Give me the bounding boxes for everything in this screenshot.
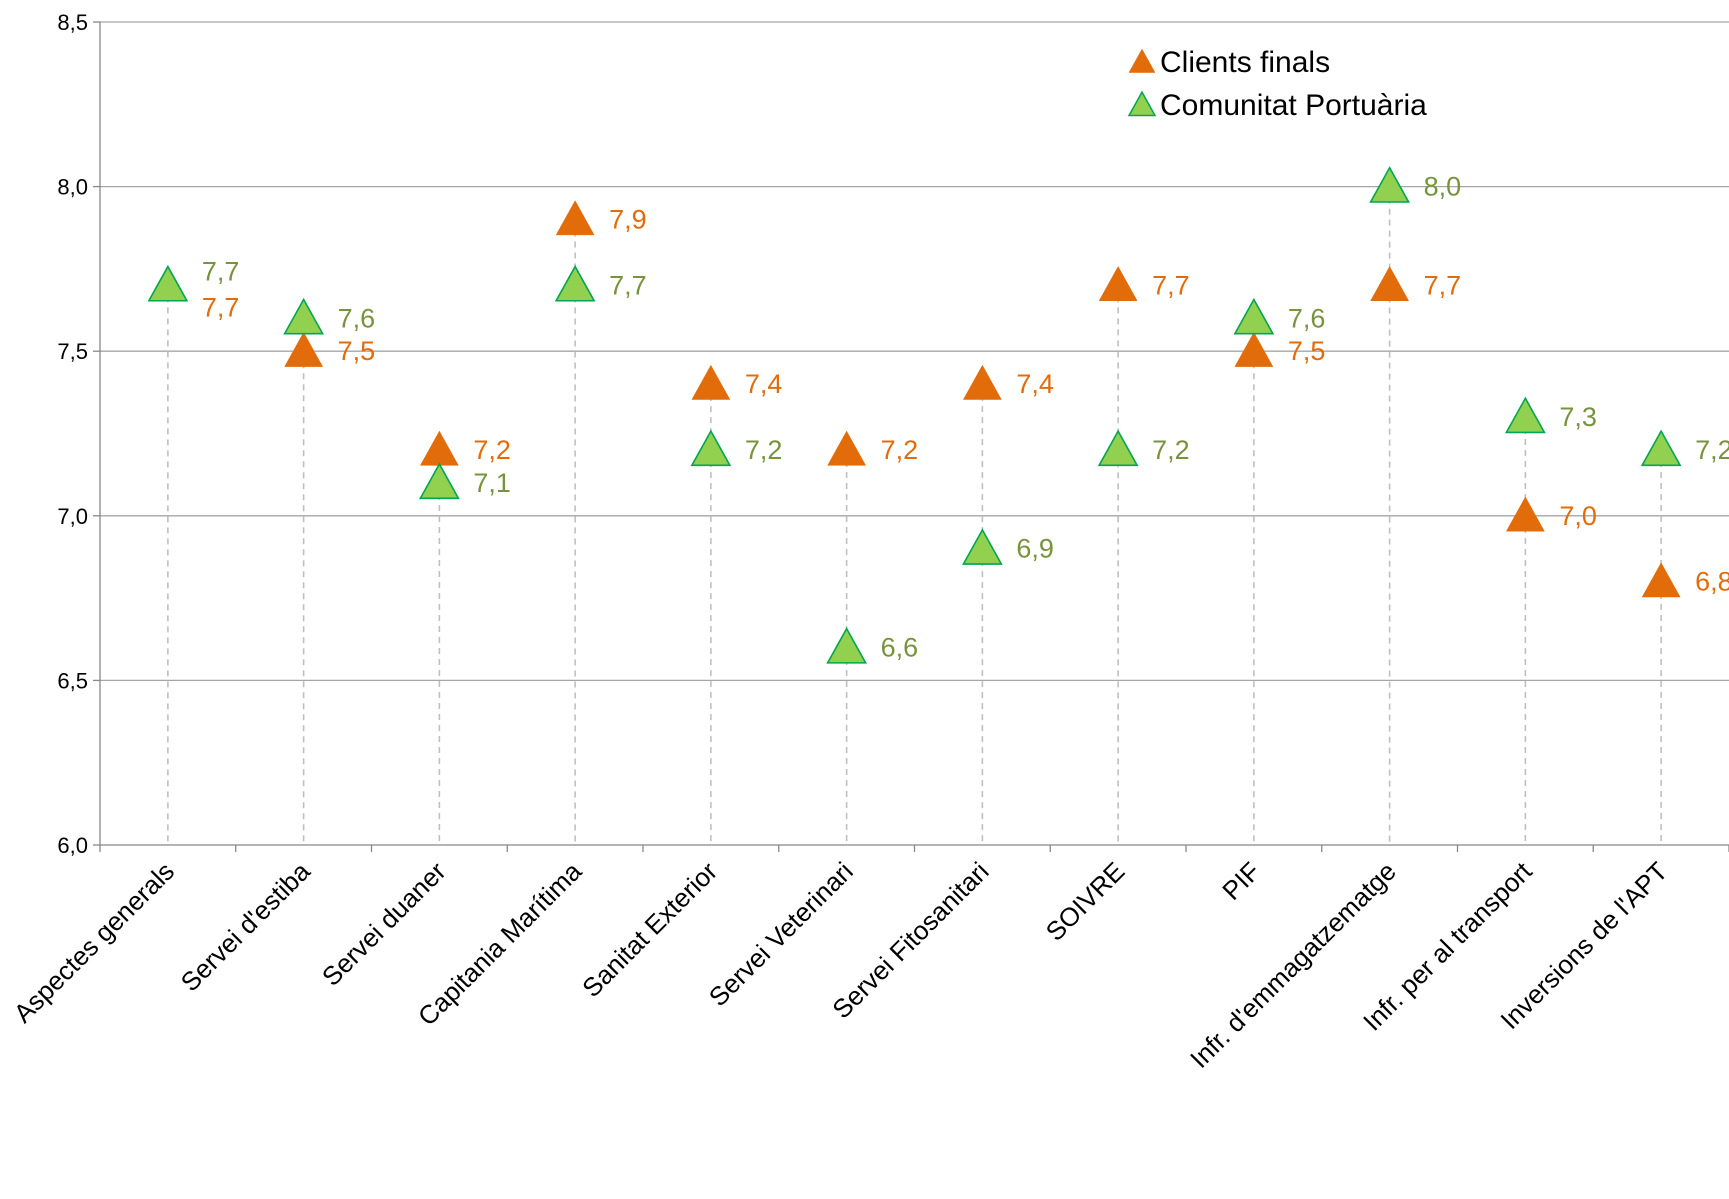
x-category-label: Infr. d'emmagatzematge (1184, 856, 1402, 1074)
marker-clients-finals (1098, 266, 1138, 301)
marker-comunitat-portuaria (1369, 166, 1410, 203)
data-label-comunitat-portuaria: 7,1 (473, 468, 511, 498)
data-label-comunitat-portuaria: 7,6 (338, 303, 376, 333)
data-label-clients-finals: 7,0 (1559, 501, 1597, 531)
y-tick-label: 7,0 (57, 504, 88, 529)
gridlines (93, 21, 1729, 846)
marker-clients-finals (1234, 331, 1274, 367)
marker-clients-finals (555, 200, 595, 236)
x-category-label: PIF (1216, 856, 1266, 906)
x-category-label: Servei d'estiba (175, 856, 317, 998)
marker-clients-finals (962, 364, 1002, 400)
legend-entry-clients-finals: Clients finals (1128, 46, 1330, 79)
x-category-label: Servei duaner (316, 856, 452, 992)
data-label-clients-finals: 7,2 (881, 435, 919, 465)
data-label-clients-finals: 7,7 (1424, 270, 1462, 300)
data-label-clients-finals: 7,4 (1016, 369, 1054, 399)
axes (99, 22, 1729, 852)
marker-comunitat-portuaria (1505, 396, 1546, 434)
marker-comunitat-portuaria (1233, 297, 1275, 335)
data-label-clients-finals: 7,7 (202, 292, 240, 322)
data-label-comunitat-portuaria: 7,7 (202, 256, 240, 286)
marker-comunitat-portuaria (690, 429, 732, 467)
data-label-clients-finals: 6,8 (1695, 567, 1729, 597)
marker-clients-finals (1370, 266, 1410, 301)
y-tick-label: 8,5 (57, 10, 88, 35)
legend-label-clients-finals: Clients finals (1160, 46, 1330, 79)
y-tick-label: 7,5 (57, 339, 88, 364)
y-tick-label: 6,0 (57, 833, 88, 858)
data-label-comunitat-portuaria: 6,9 (1016, 534, 1054, 564)
data-label-comunitat-portuaria: 7,2 (745, 435, 783, 465)
x-category-label: Aspectes generals (8, 856, 180, 1028)
data-label-comunitat-portuaria: 7,6 (1288, 303, 1326, 333)
marker-clients-finals (1641, 562, 1681, 598)
x-category-label: SOIVRE (1040, 856, 1131, 947)
data-label-clients-finals: 7,5 (338, 336, 376, 366)
marker-clients-finals (419, 430, 459, 466)
marker-comunitat-portuaria (419, 462, 460, 500)
marker-comunitat-portuaria (147, 264, 189, 302)
data-label-comunitat-portuaria: 8,0 (1424, 172, 1462, 202)
data-label-clients-finals: 7,4 (745, 369, 783, 399)
data-label-comunitat-portuaria: 7,3 (1559, 402, 1597, 432)
legend: Clients finals Comunitat Portuària (1127, 46, 1427, 122)
legend-entry-comunitat-portuaria: Comunitat Portuària (1127, 89, 1427, 122)
data-label-clients-finals: 7,7 (1152, 270, 1190, 300)
marker-comunitat-portuaria (283, 297, 324, 335)
marker-clients-finals (284, 331, 324, 367)
data-label-clients-finals: 7,5 (1288, 336, 1326, 366)
legend-label-comunitat-portuaria: Comunitat Portuària (1160, 89, 1427, 122)
data-label-comunitat-portuaria: 7,7 (609, 270, 647, 300)
marker-comunitat-portuaria (962, 528, 1003, 565)
data-label-clients-finals: 7,2 (473, 435, 511, 465)
drop-lines (167, 186, 1662, 845)
data-label-comunitat-portuaria: 7,2 (1695, 435, 1729, 465)
marker-comunitat-portuaria (826, 627, 867, 664)
data-label-clients-finals: 7,9 (609, 205, 647, 235)
y-tick-label: 8,0 (57, 175, 88, 200)
legend-marker-clients-finals (1128, 48, 1156, 73)
x-category-label: Sanitat Exterior (576, 856, 723, 1003)
marker-comunitat-portuaria (1640, 429, 1682, 467)
data-label-comunitat-portuaria: 7,2 (1152, 435, 1190, 465)
y-axis-tick-labels: 6,0 6,5 7,0 7,5 8,0 8,5 (57, 10, 88, 858)
data-markers (147, 166, 1682, 664)
marker-comunitat-portuaria (554, 264, 596, 302)
legend-marker-comunitat-portuaria (1127, 90, 1157, 117)
marker-clients-finals (827, 430, 867, 466)
marker-clients-finals (691, 364, 731, 400)
data-labels: 7,77,77,57,67,27,17,97,77,47,2 7,26,67,46… (202, 172, 1729, 663)
y-tick-label: 6,5 (57, 668, 88, 693)
x-category-label: Servei Veterinari (703, 856, 859, 1012)
data-label-comunitat-portuaria: 6,6 (881, 632, 919, 662)
marker-clients-finals (1505, 496, 1545, 532)
marker-comunitat-portuaria (1097, 429, 1139, 467)
